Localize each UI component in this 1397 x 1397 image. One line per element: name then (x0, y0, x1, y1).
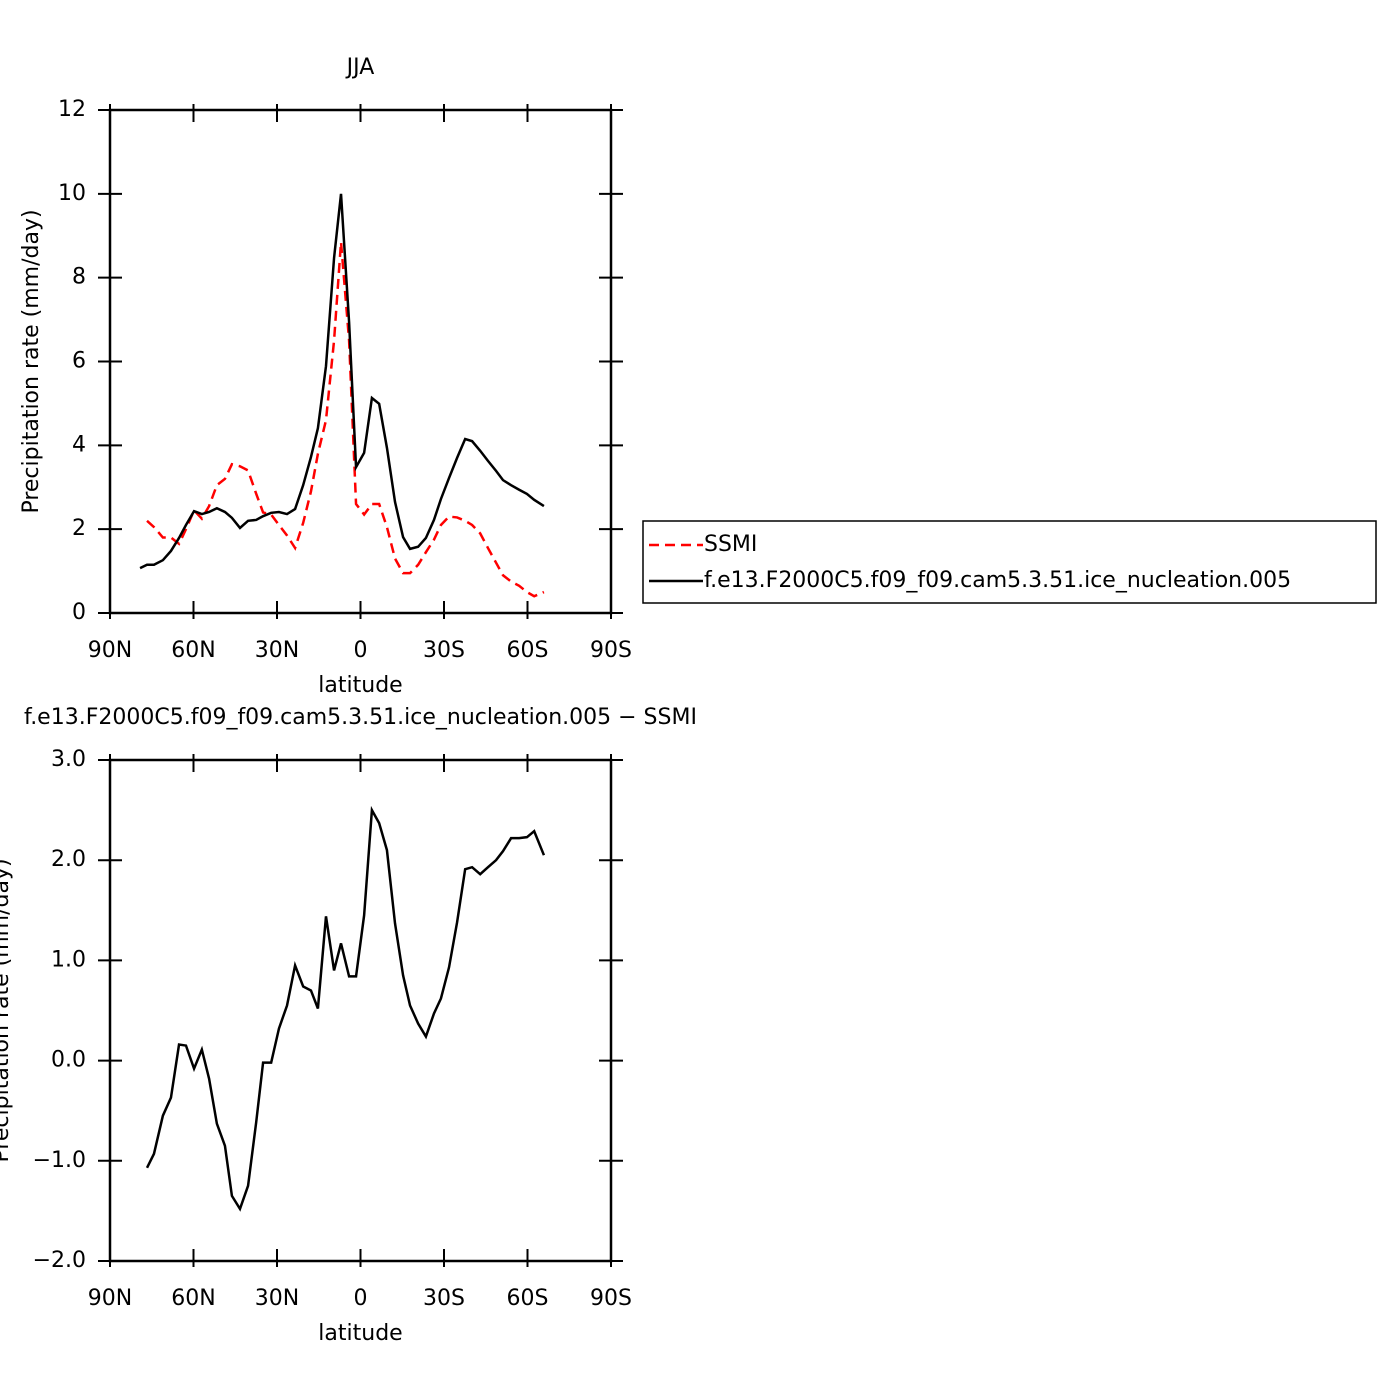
y-tick-label: 1.0 (51, 947, 86, 972)
y-tick-label: 3.0 (51, 747, 86, 772)
x-tick-label: 30S (423, 638, 465, 663)
y-tick-label: −2.0 (33, 1248, 86, 1273)
x-tick-label: 90N (88, 1286, 132, 1311)
legend-label: f.e13.F2000C5.f09_f09.cam5.3.51.ice_nucl… (704, 568, 1291, 593)
data-line (145, 805, 546, 1212)
x-tick-label: 90S (590, 1286, 632, 1311)
y-tick-label: 8 (72, 265, 86, 290)
y-tick-label: 10 (58, 181, 86, 206)
x-tick-label: 60N (171, 638, 215, 663)
y-tick-label: 12 (58, 97, 86, 122)
x-tick-label: 30S (423, 1286, 465, 1311)
x-tick-label: 0 (354, 1286, 368, 1311)
x-tick-label: 30N (255, 1286, 299, 1311)
x-tick-label: 60S (507, 638, 549, 663)
x-tick-label: 60S (507, 1286, 549, 1311)
plot-frame (108, 108, 613, 615)
x-axis-label: latitude (318, 673, 402, 698)
y-axis-label: Precipitation rate (mm/day) (0, 858, 14, 1162)
x-tick-label: 0 (354, 638, 368, 663)
x-tick-label: 30N (255, 638, 299, 663)
y-tick-label: 6 (72, 349, 86, 374)
legend-box (642, 520, 1377, 604)
data-line (139, 193, 545, 570)
x-tick-label: 90N (88, 638, 132, 663)
chart-title: f.e13.F2000C5.f09_f09.cam5.3.51.ice_nucl… (24, 705, 697, 730)
y-tick-label: 2.0 (51, 847, 86, 872)
y-tick-label: 2 (72, 516, 86, 541)
y-tick-label: 4 (72, 432, 86, 457)
data-line (146, 241, 545, 598)
x-axis-label: latitude (318, 1321, 402, 1346)
y-axis-label: Precipitation rate (mm/day) (19, 209, 44, 513)
chart-title: JJA (345, 55, 375, 80)
y-tick-label: 0.0 (51, 1048, 86, 1073)
legend-label: SSMI (704, 532, 757, 557)
x-tick-label: 60N (171, 1286, 215, 1311)
y-tick-label: −1.0 (33, 1148, 86, 1173)
y-tick-label: 0 (72, 600, 86, 625)
x-tick-label: 90S (590, 638, 632, 663)
